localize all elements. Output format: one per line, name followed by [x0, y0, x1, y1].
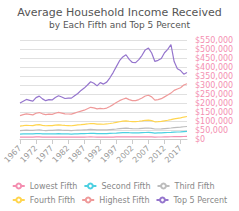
svg-text:Top 5 Percent: Top 5 Percent	[172, 196, 227, 205]
svg-text:$100,000: $100,000	[195, 117, 233, 126]
svg-text:Lowest Fifth: Lowest Fifth	[30, 182, 78, 191]
svg-text:by Each Fifth and Top 5 Percen: by Each Fifth and Top 5 Percent	[49, 20, 191, 30]
svg-text:$400,000: $400,000	[195, 63, 233, 72]
svg-text:1982: 1982	[51, 144, 72, 165]
svg-text:1967: 1967	[2, 144, 23, 165]
svg-text:$450,000: $450,000	[195, 54, 233, 63]
svg-text:2007: 2007	[131, 144, 152, 165]
svg-text:$250,000: $250,000	[195, 90, 233, 99]
svg-text:1972: 1972	[19, 144, 40, 165]
svg-text:$300,000: $300,000	[195, 81, 233, 90]
svg-text:1977: 1977	[35, 144, 56, 165]
svg-text:$50,000: $50,000	[195, 126, 228, 135]
svg-text:$150,000: $150,000	[195, 108, 233, 117]
svg-text:1997: 1997	[99, 144, 120, 165]
svg-text:Third Fifth: Third Fifth	[174, 182, 215, 191]
svg-text:$350,000: $350,000	[195, 72, 233, 81]
svg-text:$550,000: $550,000	[195, 36, 233, 45]
svg-text:Fourth Fifth: Fourth Fifth	[30, 196, 75, 205]
svg-text:Highest Fifth: Highest Fifth	[99, 196, 149, 205]
svg-text:2012: 2012	[147, 144, 168, 165]
svg-text:1987: 1987	[67, 144, 88, 165]
svg-text:$500,000: $500,000	[195, 45, 233, 54]
svg-text:2002: 2002	[115, 144, 136, 165]
svg-text:1992: 1992	[83, 144, 104, 165]
svg-text:Second Fifth: Second Fifth	[101, 182, 150, 191]
svg-text:$0: $0	[195, 135, 205, 144]
svg-text:$200,000: $200,000	[195, 99, 233, 108]
svg-text:2017: 2017	[163, 144, 184, 165]
svg-text:Average Household Income Recei: Average Household Income Received	[17, 6, 221, 19]
